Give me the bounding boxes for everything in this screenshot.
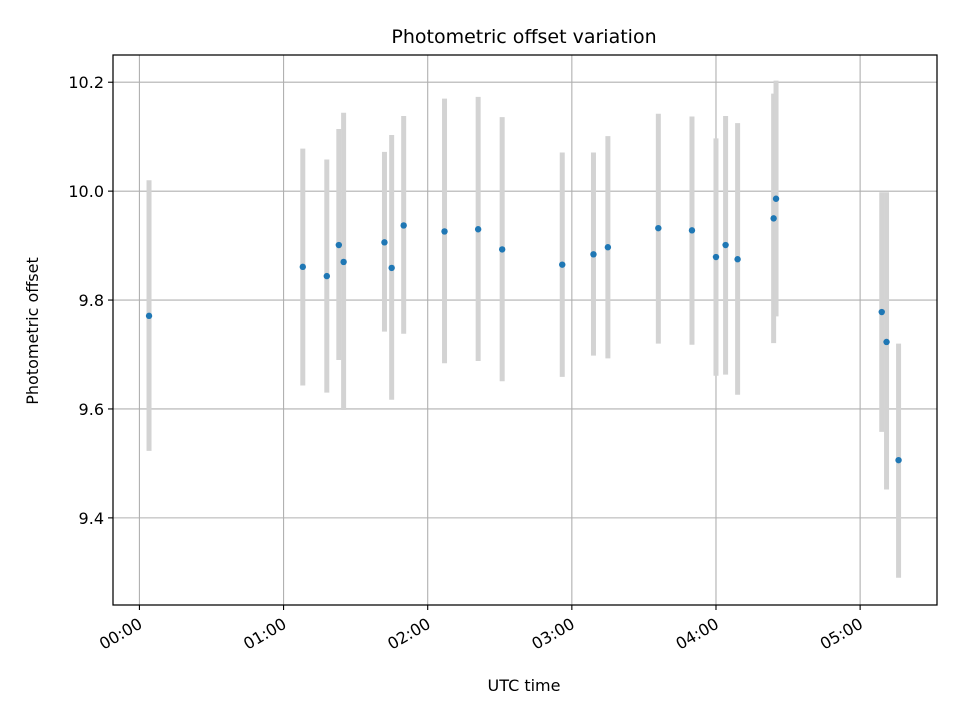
data-point bbox=[388, 264, 395, 272]
data-point bbox=[734, 256, 741, 263]
data-point bbox=[895, 456, 902, 464]
data-point bbox=[712, 253, 720, 261]
data-point bbox=[441, 228, 448, 235]
data-point bbox=[883, 338, 890, 346]
data-point bbox=[772, 195, 780, 202]
data-point bbox=[770, 215, 777, 222]
data-point bbox=[474, 226, 482, 233]
data-point bbox=[323, 272, 331, 280]
data-point bbox=[655, 224, 662, 232]
data-point bbox=[335, 241, 343, 249]
data-point bbox=[604, 244, 612, 251]
y-tick-label: 10.0 bbox=[68, 182, 104, 201]
y-axis-ticks: 9.4 9.6 9.8 10.0 10.2 bbox=[68, 73, 113, 528]
data-point bbox=[381, 239, 388, 246]
y-tick-label: 10.2 bbox=[68, 73, 104, 92]
x-axis-title: UTC time bbox=[488, 676, 561, 695]
data-point bbox=[498, 246, 506, 253]
y-tick-label: 9.4 bbox=[79, 509, 104, 528]
data-point bbox=[340, 258, 347, 266]
chart-title: Photometric offset variation bbox=[391, 26, 656, 48]
data-point bbox=[299, 263, 306, 271]
data-point bbox=[590, 251, 597, 258]
y-tick-label: 9.8 bbox=[79, 291, 104, 310]
grid bbox=[113, 55, 937, 605]
data-point bbox=[722, 241, 729, 249]
data-point bbox=[559, 261, 566, 268]
data-point bbox=[145, 312, 153, 320]
y-tick-label: 9.6 bbox=[79, 400, 104, 419]
data-point bbox=[400, 222, 407, 229]
plot-frame bbox=[112, 54, 938, 606]
y-axis-title: Photometric offset bbox=[23, 257, 42, 405]
data-points bbox=[145, 195, 902, 464]
data-point bbox=[878, 308, 885, 316]
data-point bbox=[688, 227, 696, 234]
